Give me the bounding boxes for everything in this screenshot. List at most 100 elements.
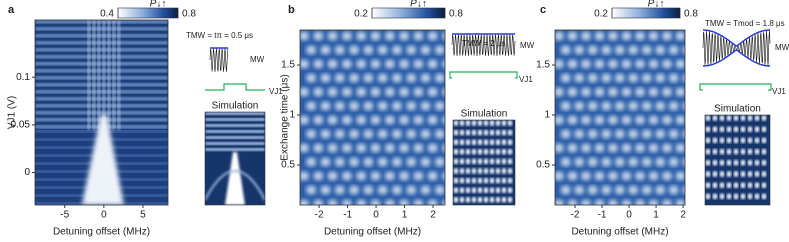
- heatmap-blob: [668, 129, 679, 139]
- heatmap-blob: [327, 31, 338, 41]
- heatmap-blob: [320, 185, 331, 195]
- heatmap-stripe: [35, 48, 168, 52]
- heatmap-blob: [313, 171, 324, 181]
- heatmap-blob: [621, 199, 632, 205]
- colorbar: [611, 7, 681, 19]
- sim-arc: [205, 170, 265, 201]
- heatmap-blob: [581, 143, 591, 153]
- heatmap-blob: [377, 45, 388, 55]
- sim-stripe: [205, 124, 265, 127]
- heatmap-blob: [391, 157, 402, 167]
- sim-blob: [459, 168, 465, 174]
- sim-blob: [471, 196, 477, 203]
- heatmap-blob: [434, 45, 445, 55]
- sim-blob: [712, 171, 718, 177]
- heatmap-blob: [608, 171, 618, 181]
- sim-blob: [754, 182, 760, 189]
- heatmap-blob: [567, 31, 578, 41]
- heatmap-blob: [635, 199, 645, 205]
- heatmap-blob: [601, 73, 612, 83]
- heatmap-blob: [635, 115, 645, 125]
- sim-blob: [747, 115, 753, 121]
- sim-blob: [453, 168, 459, 174]
- heatmap-blob: [648, 115, 659, 125]
- heatmap-blob: [384, 171, 395, 181]
- heatmap-blob: [682, 129, 685, 139]
- heatmap-blob: [349, 157, 360, 167]
- heatmap-blob: [327, 143, 338, 153]
- sim-blob: [495, 187, 501, 194]
- sim-blob: [477, 196, 483, 203]
- heatmap-blob: [334, 101, 345, 111]
- heatmap-blob: [662, 171, 672, 181]
- sim-blob: [726, 159, 732, 166]
- colorbar: [117, 7, 179, 19]
- sim-blob: [459, 187, 465, 194]
- heatmap-blob: [306, 45, 317, 55]
- heatmap-column: [102, 20, 106, 130]
- heatmap-blob: [406, 101, 417, 111]
- sim-funnel: [225, 152, 245, 205]
- sim-blob: [489, 139, 495, 146]
- heatmap-blob: [675, 59, 685, 69]
- heatmap-blob: [384, 143, 395, 153]
- heatmap-blob: [675, 87, 685, 97]
- heatmap-blob: [641, 157, 652, 167]
- heatmap-blob: [427, 115, 438, 125]
- sim-blob: [489, 187, 495, 194]
- heatmap-stripe: [35, 97, 168, 101]
- sim-blob: [477, 129, 483, 136]
- heatmap-blob: [601, 101, 612, 111]
- sim-blob: [712, 193, 718, 200]
- sim-blob: [483, 177, 489, 184]
- mw-label: MW: [520, 41, 535, 50]
- sim-blob: [733, 126, 739, 133]
- heatmap-blob: [655, 185, 666, 195]
- heatmap-blob: [349, 129, 360, 139]
- heatmap-blob: [420, 101, 431, 111]
- panel-label: a: [8, 4, 15, 16]
- heatmap-stripe: [35, 62, 168, 66]
- heatmap-column: [107, 20, 111, 130]
- vj-label: VJ1: [519, 75, 533, 84]
- plot-frame: [554, 29, 686, 206]
- heatmap-blob: [391, 129, 402, 139]
- heatmap-blob: [313, 87, 324, 97]
- mw-envelope: [703, 29, 770, 67]
- heatmap-blob: [614, 45, 625, 55]
- y-tick-label: 1.5: [281, 60, 295, 71]
- heatmap-blob: [384, 31, 395, 41]
- heatmap-blob: [560, 157, 571, 167]
- heatmap-blob: [560, 185, 571, 195]
- x-axis-label: Detuning offset (MHz): [53, 227, 150, 238]
- heatmap-blob: [621, 143, 632, 153]
- sim-blob: [705, 193, 711, 200]
- heatmap-blob: [560, 73, 571, 83]
- heatmap-column: [97, 20, 101, 130]
- heatmap-blob: [406, 185, 417, 195]
- sim-blob: [483, 158, 489, 165]
- sim-blob: [507, 120, 513, 126]
- heatmap-blob: [356, 87, 367, 97]
- heatmap-blob: [363, 45, 374, 55]
- sim-blob: [489, 196, 495, 203]
- heatmap-blob: [399, 59, 410, 69]
- heatmap-column: [87, 20, 91, 130]
- sim-blob: [489, 177, 495, 184]
- heatmap-blob: [601, 157, 612, 167]
- heatmap-blob: [363, 101, 374, 111]
- heatmap-blob: [334, 129, 345, 139]
- sim-blob: [726, 137, 732, 144]
- sim-blob: [740, 171, 746, 177]
- x-axis-label: Detuning offset (MHz): [324, 227, 421, 238]
- sim-stripe: [205, 130, 265, 133]
- sim-blob: [747, 137, 753, 144]
- sim-blob: [712, 126, 718, 133]
- vj-pulse: [205, 83, 265, 91]
- heatmap-blob: [427, 143, 438, 153]
- heatmap-column: [92, 20, 96, 130]
- sim-blob: [719, 115, 725, 121]
- heatmap-blob: [608, 87, 618, 97]
- mw-waveform: [451, 33, 516, 57]
- vj-label: VJ1: [772, 87, 786, 96]
